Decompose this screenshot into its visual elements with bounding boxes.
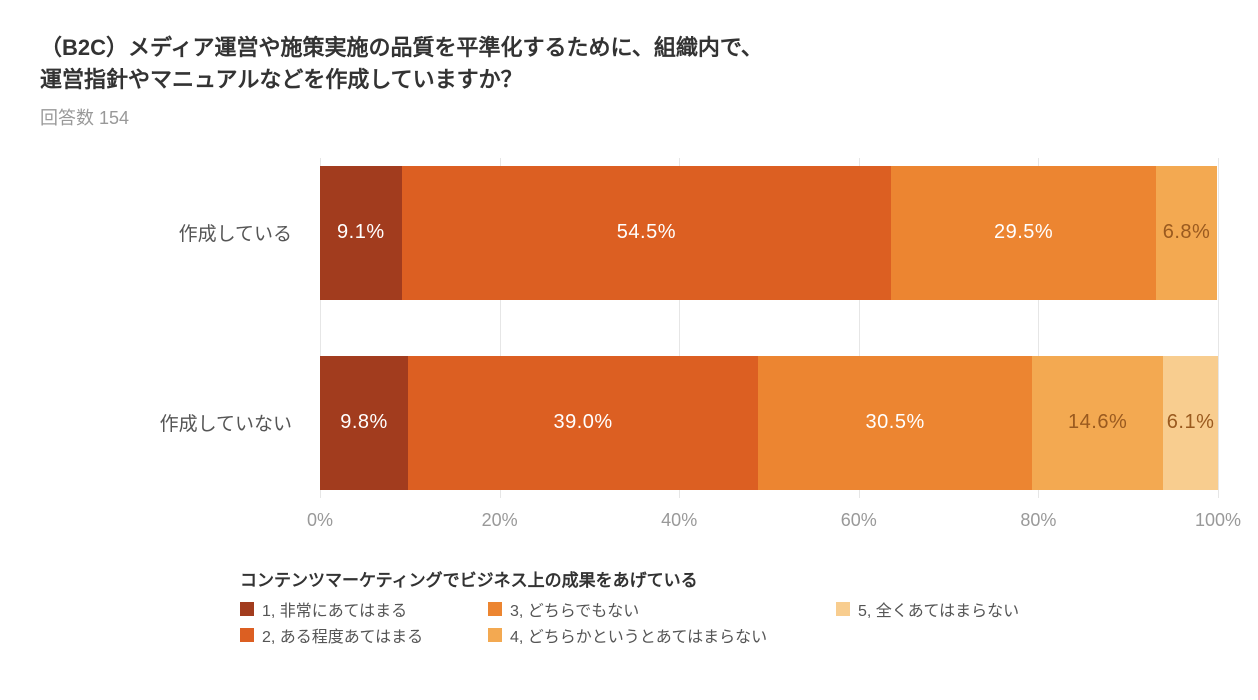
response-count: 回答数 154 <box>40 104 1218 130</box>
chart-title: （B2C）メディア運営や施策実施の品質を平準化するために、組織内で、 運営指針や… <box>40 32 1218 96</box>
bar-segment: 9.1% <box>320 166 402 300</box>
x-tick-label: 100% <box>1195 510 1241 531</box>
legend: コンテンツマーケティングでビジネス上の成果をあげている 1, 非常にあてはまる 3… <box>240 566 1218 647</box>
x-tick-label: 60% <box>841 510 877 531</box>
bar-segment: 6.1% <box>1163 356 1218 490</box>
legend-item: 3, どちらでもない <box>488 597 828 621</box>
chart-title-line2: 運営指針やマニュアルなどを作成していますか？ <box>40 64 1218 96</box>
chart-area: 作成している 作成していない 9.1%54.5%29.5%6.8% 9.8%39… <box>40 158 1218 538</box>
legend-label: 2, ある程度あてはまる <box>262 623 423 647</box>
x-tick-label: 80% <box>1020 510 1056 531</box>
y-label-1: 作成していない <box>40 348 320 498</box>
legend-title: コンテンツマーケティングでビジネス上の成果をあげている <box>240 566 1218 591</box>
bar-segment: 30.5% <box>758 356 1032 490</box>
legend-swatch <box>240 628 254 642</box>
bar-segment: 39.0% <box>408 356 758 490</box>
legend-label: 4, どちらかというとあてはまらない <box>510 623 767 647</box>
legend-swatch <box>240 602 254 616</box>
bar-segment: 9.8% <box>320 356 408 490</box>
y-axis-labels: 作成している 作成していない <box>40 158 320 538</box>
bar-row-1: 9.8%39.0%30.5%14.6%6.1% <box>320 348 1218 498</box>
legend-swatch <box>488 602 502 616</box>
chart-title-line1: （B2C）メディア運営や施策実施の品質を平準化するために、組織内で、 <box>40 32 1218 64</box>
legend-label: 5, 全くあてはまらない <box>858 597 1019 621</box>
x-tick-label: 40% <box>661 510 697 531</box>
plot-area: 9.1%54.5%29.5%6.8% 9.8%39.0%30.5%14.6%6.… <box>320 158 1218 538</box>
legend-item: 1, 非常にあてはまる <box>240 597 480 621</box>
legend-swatch <box>488 628 502 642</box>
legend-item: 4, どちらかというとあてはまらない <box>488 623 828 647</box>
bar-segment: 29.5% <box>891 166 1156 300</box>
legend-swatch <box>836 602 850 616</box>
bar-segment: 6.8% <box>1156 166 1217 300</box>
legend-item: 5, 全くあてはまらない <box>836 597 1096 621</box>
x-tick-label: 0% <box>307 510 333 531</box>
bars: 9.1%54.5%29.5%6.8% 9.8%39.0%30.5%14.6%6.… <box>320 158 1218 498</box>
bar-row-0: 9.1%54.5%29.5%6.8% <box>320 158 1218 308</box>
bar-segment: 14.6% <box>1032 356 1163 490</box>
x-tick-label: 20% <box>482 510 518 531</box>
legend-items: 1, 非常にあてはまる 3, どちらでもない 5, 全くあてはまらない 2, ある程度… <box>240 597 1218 647</box>
x-axis: 0%20%40%60%80%100% <box>320 510 1218 538</box>
bar-segment: 54.5% <box>402 166 891 300</box>
legend-label: 1, 非常にあてはまる <box>262 597 407 621</box>
legend-label: 3, どちらでもない <box>510 597 639 621</box>
legend-item: 2, ある程度あてはまる <box>240 623 480 647</box>
y-label-0: 作成している <box>40 158 320 308</box>
gridline <box>1218 158 1219 498</box>
